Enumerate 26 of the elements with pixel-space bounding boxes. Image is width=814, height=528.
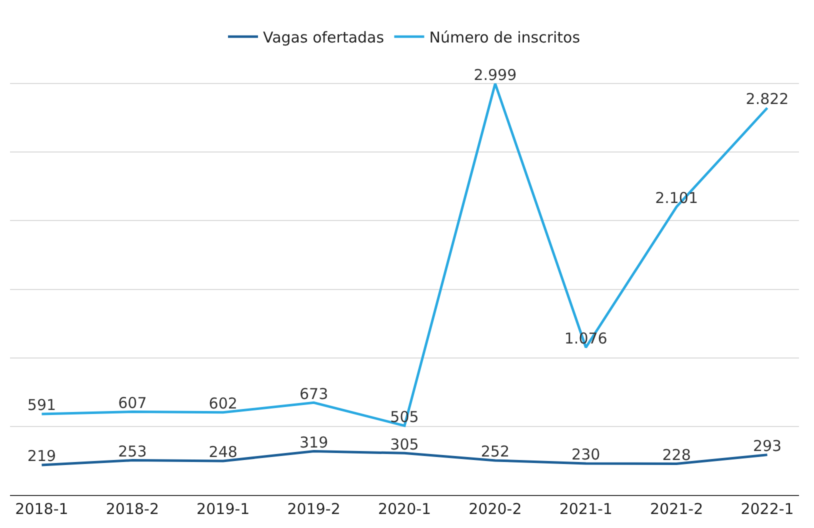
- x-tick-label: 2021-2: [650, 500, 704, 518]
- data-label: 607: [118, 394, 147, 412]
- data-label: 230: [572, 446, 600, 464]
- data-label: 2.999: [474, 66, 517, 84]
- legend-label: Vagas ofertadas: [263, 28, 384, 46]
- data-label: 228: [662, 446, 691, 464]
- x-tick-label: 2020-2: [468, 500, 522, 518]
- x-tick-label: 2018-1: [15, 500, 68, 518]
- data-label: 591: [27, 396, 56, 414]
- x-tick-label: 2019-2: [287, 500, 340, 518]
- data-label: 248: [208, 443, 238, 462]
- x-tick-label: 2018-2: [106, 500, 159, 518]
- x-tick-label: 2022-1: [740, 500, 794, 518]
- x-tick-label: 2019-1: [196, 500, 250, 518]
- data-label: 2.822: [746, 90, 789, 108]
- data-label: 305: [390, 435, 419, 454]
- x-tick-label: 2021-1: [559, 500, 612, 518]
- data-label: 602: [208, 394, 238, 413]
- legend-label: Número de inscritos: [429, 28, 580, 46]
- data-label: 293: [752, 437, 782, 456]
- data-label: 673: [299, 384, 328, 403]
- x-tick-label: 2020-1: [378, 500, 432, 518]
- data-label: 319: [299, 434, 328, 452]
- data-label: 253: [118, 442, 147, 461]
- data-label: 219: [27, 447, 56, 466]
- data-label: 252: [480, 442, 510, 461]
